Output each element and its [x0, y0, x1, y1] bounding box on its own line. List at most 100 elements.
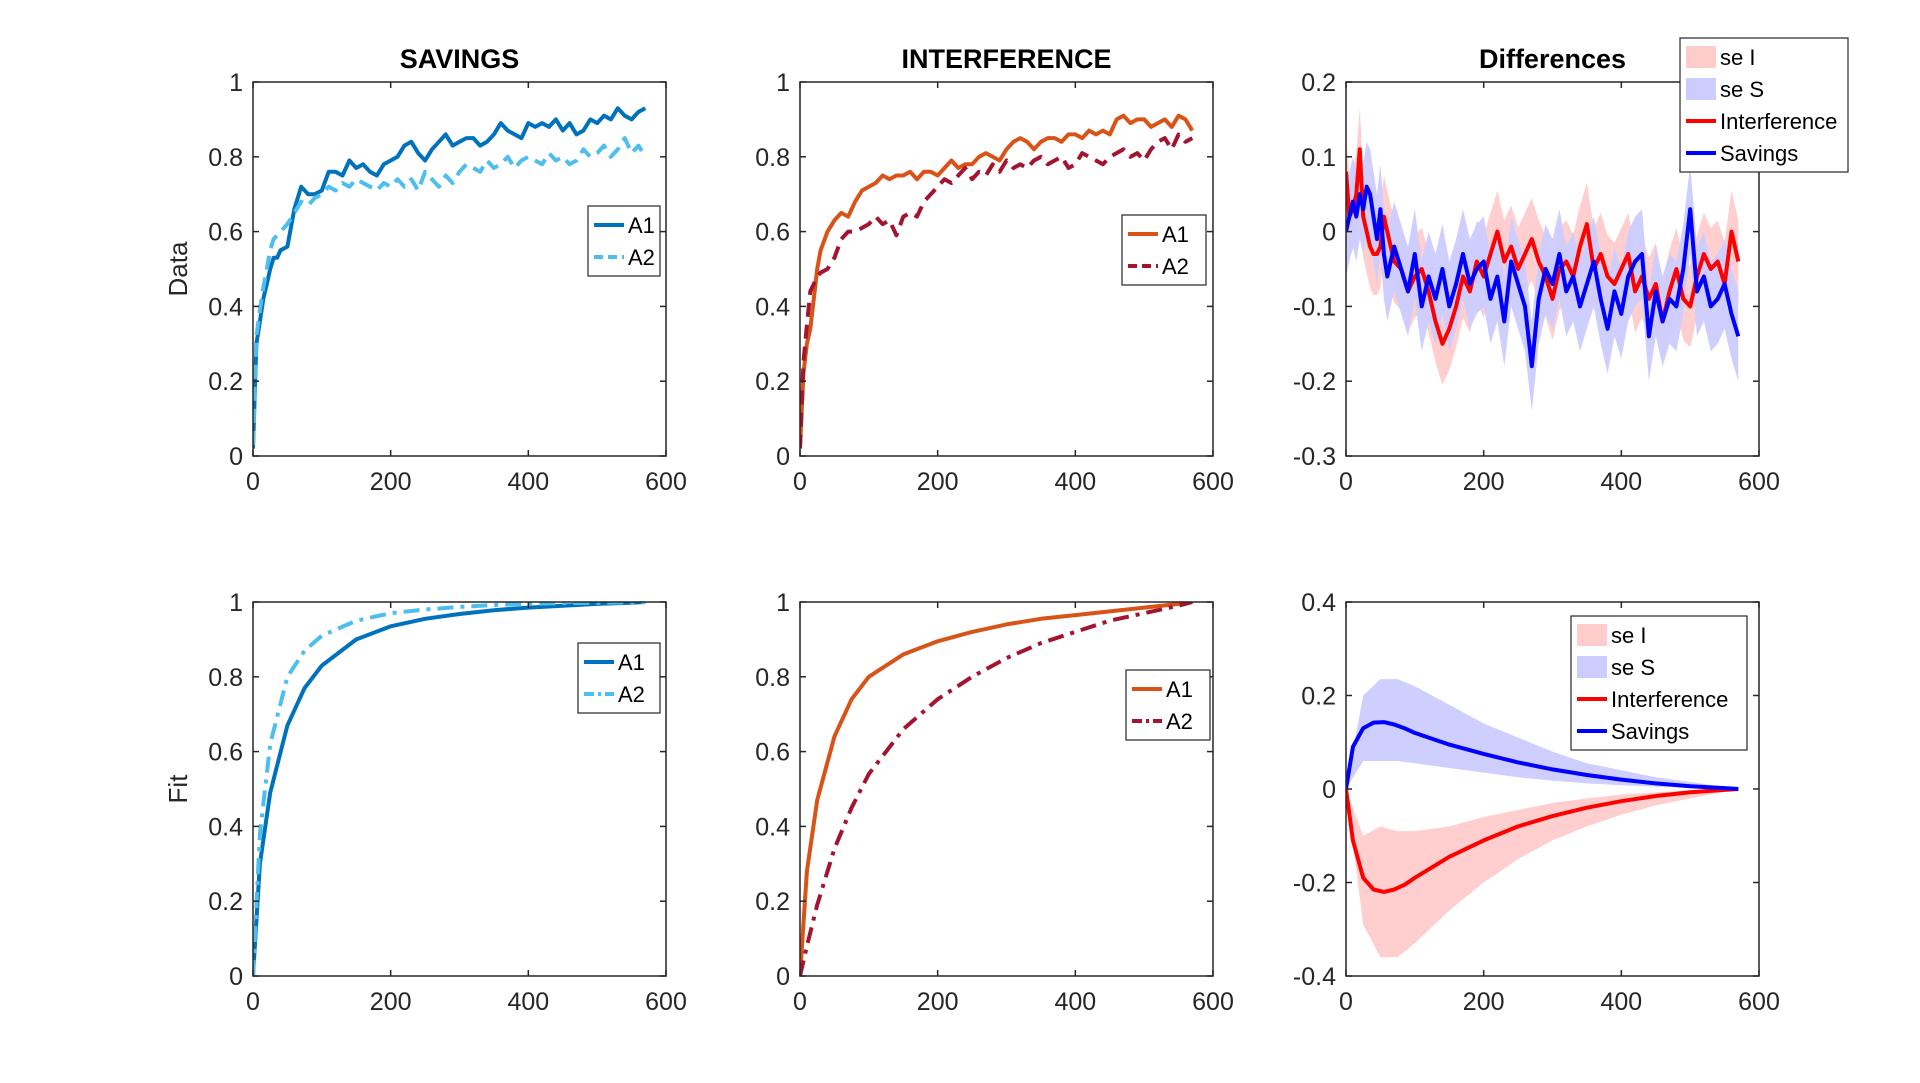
differences-fit-panel: 0 200 400 600 -0.4 -0.2 0 0.2 0.4 se I se S Interfe… [1293, 589, 1780, 1016]
differences-fit-series-interference [1346, 787, 1739, 894]
differences-data-legend: se I se S Interference Savings [1679, 37, 1849, 173]
interference-data-ytick-label: 0.6 [755, 219, 790, 247]
savings-fit-xtick-label: 400 [507, 988, 549, 1016]
interference-data-plot-area [800, 113, 1195, 449]
differences-fit-legend-swatch-se-i [1577, 624, 1607, 646]
savings-data-legend-label-a1: A1 [628, 213, 655, 238]
differences-fit-legend-swatch-se-s [1577, 656, 1607, 678]
savings-fit-ytick-label: 0 [229, 963, 243, 991]
differences-data-legend-label-savings: Savings [1720, 141, 1798, 166]
interference-data-axes-box [799, 81, 1214, 457]
savings-data-series-a2 [253, 136, 648, 445]
savings-fit-ytick-label: 0.4 [208, 813, 243, 841]
differences-fit-series-savings [1346, 720, 1739, 791]
interference-data-ytick-label: 0 [776, 443, 790, 471]
savings-data-ytick-label: 0.4 [208, 293, 243, 321]
savings-data-legend-box [587, 205, 661, 277]
savings-data-title: SAVINGS [400, 44, 520, 74]
savings-fit-ytick-label: 1 [229, 589, 243, 617]
savings-fit-legend-label-a2: A2 [618, 682, 645, 707]
interference-data-legend-label-a1: A1 [1162, 222, 1189, 247]
differences-fit-xtick-label: 200 [1463, 988, 1505, 1016]
interference-fit-axes-box [799, 601, 1214, 977]
interference-fit-xtick-label: 600 [1192, 988, 1234, 1016]
differences-data-legend-swatch-se-i [1686, 46, 1716, 68]
savings-data-series-a1 [253, 106, 647, 449]
differences-data-ytick-label: 0.1 [1301, 144, 1336, 172]
interference-fit-ytick-label: 1 [776, 589, 790, 617]
interference-fit-xtick-label: 0 [793, 988, 807, 1016]
differences-data-title: Differences [1479, 44, 1626, 74]
differences-fit-ytick-label: 0.4 [1301, 589, 1336, 617]
differences-fit-ytick-label: 0 [1322, 776, 1336, 804]
interference-data-ytick-label: 0.2 [755, 368, 790, 396]
savings-data-ytick-label: 0.6 [208, 219, 243, 247]
savings-data-legend-label-a2: A2 [628, 245, 655, 270]
differences-fit-legend-label-se-i: se I [1611, 623, 1646, 648]
interference-data-ytick-label: 0.4 [755, 293, 790, 321]
interference-fit-ytick-label: 0.4 [755, 813, 790, 841]
savings-data-xtick-label: 0 [246, 468, 260, 496]
interference-fit-xtick-label: 400 [1054, 988, 1096, 1016]
interference-data-title: INTERFERENCE [901, 44, 1111, 74]
interference-fit-plot-area [800, 602, 1193, 976]
differences-data-panel: 0 200 400 600 -0.3 -0.2 -0.1 0 0.1 0.2 Differences… [1293, 37, 1849, 496]
savings-fit-axes-box [252, 601, 667, 977]
differences-data-legend-swatch-se-s [1686, 78, 1716, 100]
savings-data-axes-box [252, 81, 667, 457]
savings-data-ytick-label: 0 [229, 443, 243, 471]
differences-data-axes-box [1345, 81, 1760, 457]
differences-data-ytick-label: -0.2 [1293, 368, 1336, 396]
interference-data-xtick-label: 600 [1192, 468, 1234, 496]
interference-fit-legend-label-a1: A1 [1166, 677, 1193, 702]
differences-data-legend-label-interference: Interference [1720, 109, 1837, 134]
differences-fit-xtick-label: 400 [1600, 988, 1642, 1016]
savings-fit-plot-area [253, 602, 646, 976]
interference-fit-legend-box [1125, 669, 1211, 741]
interference-fit-ytick-label: 0 [776, 963, 790, 991]
savings-data-ytick-label: 1 [229, 69, 243, 97]
interference-data-legend-box [1121, 214, 1207, 286]
savings-fit-legend-label-a1: A1 [618, 650, 645, 675]
differences-data-xtick-label: 200 [1463, 468, 1505, 496]
differences-fit-legend-label-savings: Savings [1611, 719, 1689, 744]
differences-data-series-savings [1346, 184, 1741, 369]
differences-fit-legend: se I se S Interference Savings [1570, 615, 1748, 751]
savings-fit-xtick-label: 600 [645, 988, 687, 1016]
differences-fit-ytick-label: -0.2 [1293, 870, 1336, 898]
savings-data-ytick-label: 0.8 [208, 144, 243, 172]
savings-data-xtick-label: 600 [645, 468, 687, 496]
savings-data-xtick-label: 200 [370, 468, 412, 496]
interference-data-xtick-label: 200 [917, 468, 959, 496]
differences-data-ytick-label: 0.2 [1301, 69, 1336, 97]
interference-data-ytick-label: 1 [776, 69, 790, 97]
savings-fit-ylabel: Fit [163, 774, 193, 804]
savings-fit-ytick-label: 0.6 [208, 739, 243, 767]
savings-fit-ytick-label: 0.2 [208, 888, 243, 916]
interference-fit-ytick-label: 0.2 [755, 888, 790, 916]
interference-data-ytick-label: 0.8 [755, 144, 790, 172]
differences-data-xtick-label: 400 [1600, 468, 1642, 496]
differences-data-ytick-label: 0 [1322, 219, 1336, 247]
differences-fit-plot-area [1346, 679, 1739, 958]
interference-data-legend-label-a2: A2 [1162, 254, 1189, 279]
differences-fit-xtick-label: 600 [1738, 988, 1780, 1016]
savings-fit-ytick-label: 0.8 [208, 664, 243, 692]
interference-data-series-a2 [800, 132, 1194, 449]
differences-fit-band-se-s [1346, 679, 1739, 789]
savings-fit-xtick-label: 0 [246, 988, 260, 1016]
savings-data-plot-area [253, 106, 648, 449]
differences-data-legend-label-se-i: se I [1720, 45, 1755, 70]
interference-fit-ytick-label: 0.6 [755, 739, 790, 767]
interference-data-xtick-label: 0 [793, 468, 807, 496]
differences-data-xtick-label: 0 [1339, 468, 1353, 496]
